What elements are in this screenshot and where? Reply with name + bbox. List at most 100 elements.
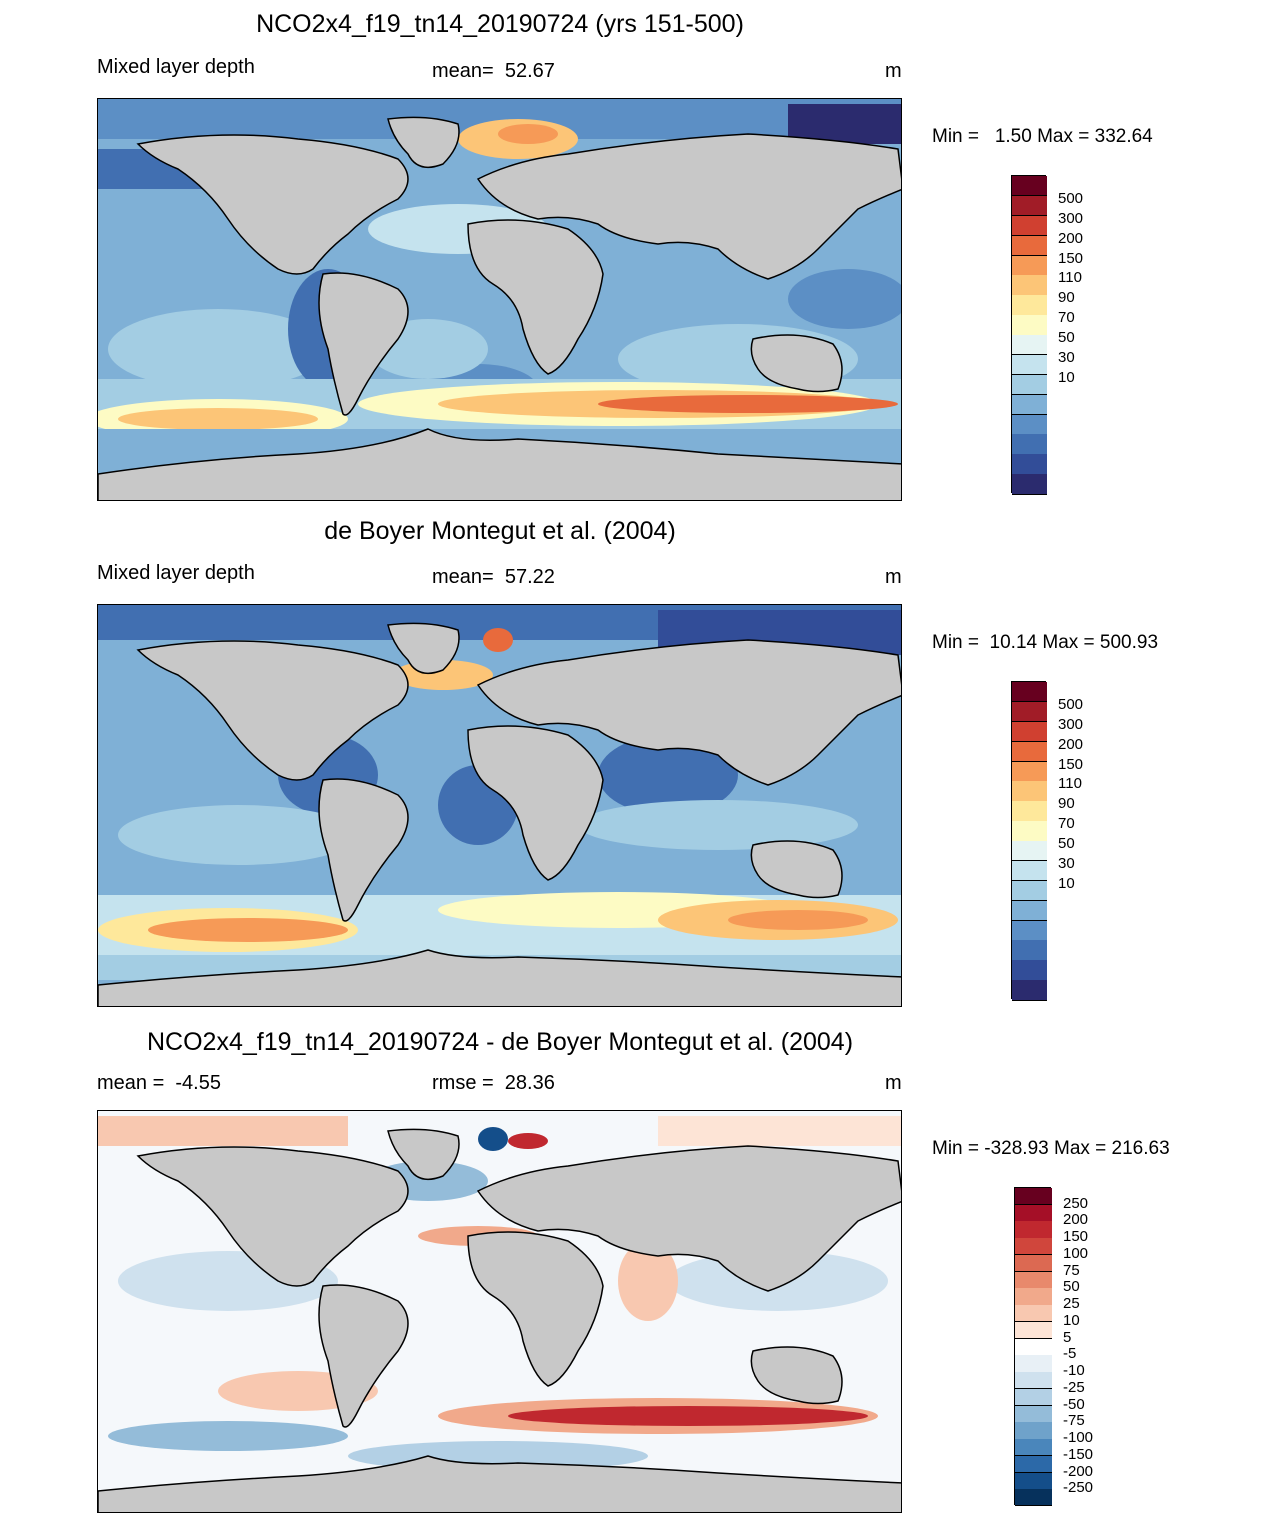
panel1-colorbar-swatch	[1012, 195, 1047, 217]
panel2-colorbar-label: 300	[1058, 715, 1084, 733]
panel2-colorbar-label: 150	[1058, 755, 1084, 773]
panel1-colorbar-swatch	[1012, 354, 1047, 376]
panel3-colorbar-label: -75	[1063, 1412, 1085, 1430]
panel3-rmse-label: rmse = 28.36	[432, 1072, 555, 1094]
panel3-map	[97, 1110, 902, 1513]
panel2-colorbar-label: 50	[1058, 835, 1075, 852]
panel3-mean-label: mean = -4.55	[97, 1072, 221, 1094]
panel3-colorbar-swatch	[1015, 1489, 1052, 1507]
panel3-colorbar-swatch	[1015, 1372, 1052, 1390]
panel3-colorbar-swatch	[1015, 1405, 1052, 1423]
panel3-colorbar-swatch	[1015, 1254, 1052, 1273]
panel1-map-svg	[98, 99, 901, 500]
panel2-colorbar-swatch	[1012, 920, 1047, 941]
panel1-colorbar-swatch	[1012, 176, 1047, 197]
panel1-colorbar-swatch	[1012, 454, 1047, 475]
panel2-title: de Boyer Montegut et al. (2004)	[324, 517, 676, 545]
panel3-colorbar-label: 100	[1063, 1244, 1089, 1262]
panel2-colorbar-swatch	[1012, 960, 1047, 981]
panel1-colorbar-label: 500	[1058, 189, 1084, 207]
panel1-colorbar-label: 30	[1058, 348, 1075, 366]
panel1-colorbar-label: 150	[1058, 249, 1084, 267]
panel2-colorbar-label: 70	[1058, 815, 1075, 833]
panel3-colorbar-label: 25	[1063, 1295, 1080, 1313]
panel2-minmax: Min = 10.14 Max = 500.93	[932, 632, 1159, 653]
panel2-colorbar-swatch	[1012, 980, 1047, 1001]
panel3-colorbar-swatch	[1015, 1422, 1052, 1440]
panel1-colorbar-label: 200	[1058, 229, 1084, 247]
panel1-colorbar-swatch	[1012, 335, 1047, 356]
panel2-colorbar-swatch	[1012, 841, 1047, 862]
panel3-colorbar-swatch	[1015, 1305, 1052, 1323]
panel3-colorbar-label: 10	[1063, 1311, 1080, 1329]
panel2-variable-label: Mixed layer depth	[97, 562, 255, 584]
panel2-colorbar-label: 10	[1058, 874, 1075, 892]
panel1-colorbar-label: 70	[1058, 309, 1075, 327]
panel3-colorbar-swatch	[1015, 1321, 1052, 1340]
panel2-mean-label: mean= 57.22	[432, 566, 555, 588]
panel2-colorbar-swatch	[1012, 880, 1047, 902]
panel3-colorbar-label: 150	[1063, 1228, 1089, 1246]
panel3-colorbar-label: 75	[1063, 1261, 1080, 1279]
panel3-colorbar-swatch	[1015, 1472, 1052, 1490]
panel1-minmax: Min = 1.50 Max = 332.64	[932, 126, 1153, 147]
panel1-colorbar-swatch	[1012, 235, 1047, 256]
panel3-colorbar-label: -150	[1063, 1445, 1094, 1463]
panel2-colorbar-label: 110	[1058, 775, 1082, 793]
panel1-variable-label: Mixed layer depth	[97, 56, 255, 78]
panel3-colorbar-label: -100	[1063, 1429, 1094, 1447]
panel3-colorbar-label: 50	[1063, 1278, 1080, 1296]
panel2-map-svg	[98, 605, 901, 1006]
panel3-colorbar-label: -50	[1063, 1395, 1085, 1413]
panel3-colorbar-swatch	[1015, 1204, 1052, 1222]
panel1-colorbar-swatch	[1012, 394, 1047, 415]
panel3-colorbar-swatch	[1015, 1188, 1052, 1206]
panel3-colorbar-label: -200	[1063, 1462, 1094, 1480]
panel1-colorbar-swatch	[1012, 414, 1047, 435]
panel3-colorbar-label: -25	[1063, 1378, 1085, 1396]
panel3-colorbar-label: -250	[1063, 1479, 1094, 1497]
panel1-colorbar-label: 110	[1058, 269, 1082, 287]
panel2-colorbar-swatch	[1012, 781, 1047, 802]
panel2-colorbar-swatch	[1012, 761, 1047, 782]
panel1-colorbar-swatch	[1012, 434, 1047, 455]
panel2-colorbar-swatch	[1012, 721, 1047, 743]
panel1-colorbar-swatch	[1012, 255, 1047, 276]
panel1-units: m	[885, 60, 902, 82]
panel3-colorbar-label: 200	[1063, 1211, 1089, 1229]
panel2-map	[97, 604, 902, 1007]
panel2-colorbar-label: 200	[1058, 735, 1084, 753]
panel3-colorbar-swatch	[1015, 1271, 1052, 1289]
panel2-colorbar-swatch	[1012, 821, 1047, 842]
panel3-colorbar-swatch	[1015, 1288, 1052, 1306]
panel3-colorbar-swatch	[1015, 1455, 1052, 1474]
panel3-colorbar-swatch	[1015, 1221, 1052, 1239]
panel2-colorbar-box	[1011, 681, 1047, 1001]
panel1-mean-label: mean= 52.67	[432, 60, 555, 82]
panel3-colorbar-label: -5	[1063, 1345, 1077, 1363]
panel3-map-svg	[98, 1111, 901, 1512]
panel3-colorbar-swatch	[1015, 1355, 1052, 1373]
panel3-colorbar-swatch	[1015, 1439, 1052, 1457]
panel2-colorbar-label: 30	[1058, 854, 1075, 872]
panel2-colorbar-swatch	[1012, 801, 1047, 822]
panel1-colorbar-label: 50	[1058, 329, 1075, 346]
panel1-colorbar-label: 90	[1058, 289, 1075, 307]
panel2-colorbar-swatch	[1012, 860, 1047, 882]
panel1-colorbar-box	[1011, 175, 1047, 495]
panel3-colorbar-swatch	[1015, 1238, 1052, 1256]
panel1-colorbar-swatch	[1012, 315, 1047, 336]
panel2-colorbar-label: 90	[1058, 795, 1075, 813]
panel1-colorbar-swatch	[1012, 374, 1047, 396]
panel3-colorbar-swatch	[1015, 1388, 1052, 1407]
panel1-colorbar-swatch	[1012, 295, 1047, 316]
panel3-colorbar-label: -10	[1063, 1362, 1085, 1380]
panel3-colorbar-swatch	[1015, 1338, 1052, 1356]
panel2-colorbar-swatch	[1012, 741, 1047, 762]
panel3-units: m	[885, 1072, 902, 1094]
panel1-title: NCO2x4_f19_tn14_20190724 (yrs 151-500)	[256, 10, 744, 38]
panel3-minmax: Min = -328.93 Max = 216.63	[932, 1138, 1170, 1159]
panel3-colorbar-box	[1014, 1187, 1052, 1507]
panel2-colorbar-swatch	[1012, 701, 1047, 723]
panel2-units: m	[885, 566, 902, 588]
